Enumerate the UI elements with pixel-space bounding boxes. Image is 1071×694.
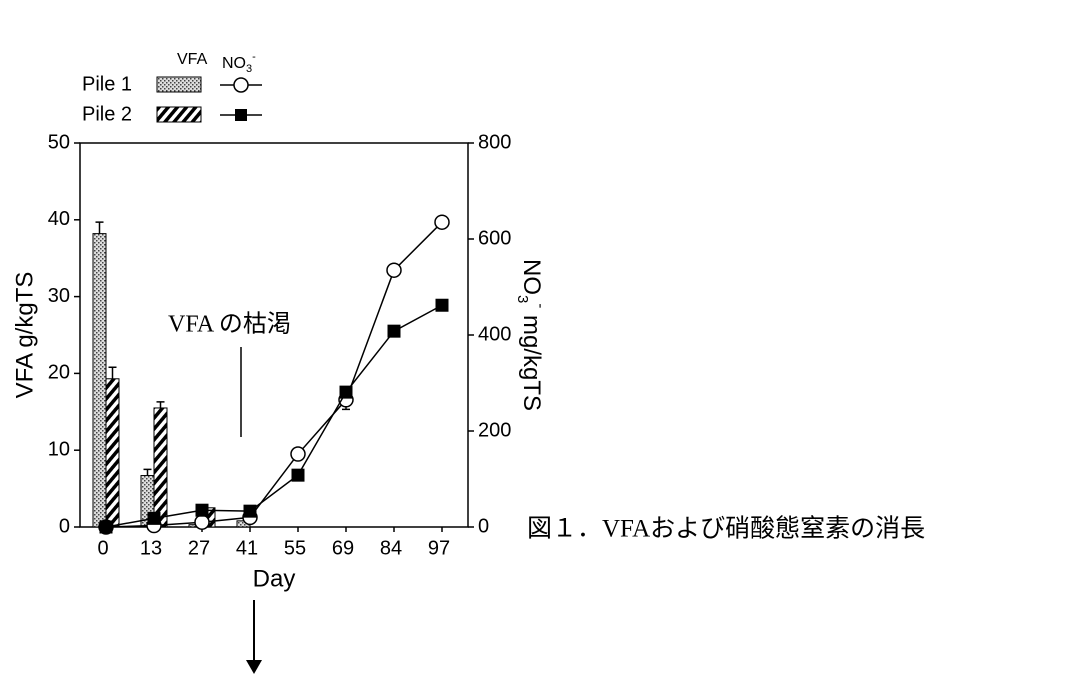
annotation: VFA の枯渇 — [168, 311, 291, 338]
error-bar — [108, 366, 117, 379]
x-tick-label: 55 — [284, 537, 306, 559]
no3-marker — [339, 385, 353, 399]
x-axis-label: Day — [253, 565, 296, 592]
y-axis-label: VFA g/kgTS — [11, 272, 38, 399]
no3-marker — [99, 520, 113, 534]
x-tick-label: 41 — [236, 537, 258, 559]
no3-marker — [291, 468, 305, 482]
no3-marker — [290, 446, 306, 462]
vfa-bar — [153, 407, 168, 528]
x-tick-label: 97 — [428, 537, 450, 559]
no3-marker — [195, 503, 209, 517]
y-tick-label: 0 — [59, 515, 70, 537]
y2-tick-label: 400 — [478, 323, 511, 345]
error-bar — [143, 468, 152, 476]
y2-tick-label: 200 — [478, 419, 511, 441]
y2-tick-label: 0 — [478, 515, 489, 537]
legend-vfa-header: VFA — [177, 51, 208, 68]
legend-label: Pile 1 — [82, 73, 132, 95]
x-tick-label: 69 — [332, 537, 354, 559]
no3-line — [105, 304, 443, 528]
no3-marker — [194, 514, 210, 530]
y-tick-label: 40 — [48, 208, 70, 230]
no3-marker — [434, 214, 450, 230]
no3-marker — [147, 511, 161, 525]
x-tick-label: 13 — [140, 537, 162, 559]
legend-swatch — [156, 106, 202, 123]
no3-marker — [386, 262, 402, 278]
error-bar — [95, 221, 104, 234]
caption: 図１．VFAおよび硝酸態窒素の消長 — [527, 515, 925, 543]
legend-marker — [235, 109, 247, 121]
vfa-bar — [92, 233, 107, 528]
legend-no3-header: NO3- — [222, 51, 256, 75]
x-tick-label: 0 — [97, 537, 108, 559]
legend-swatch — [156, 76, 202, 93]
legend-label: Pile 2 — [82, 103, 132, 125]
y2-tick-label: 600 — [478, 227, 511, 249]
y-tick-label: 10 — [48, 438, 70, 460]
no3-marker — [387, 324, 401, 338]
vfa-bar — [105, 378, 120, 528]
y2-tick-label: 800 — [478, 131, 511, 153]
arrow-head — [246, 660, 262, 674]
no3-marker — [243, 504, 257, 518]
y-tick-label: 30 — [48, 285, 70, 307]
x-tick-label: 27 — [188, 537, 210, 559]
y-tick-label: 20 — [48, 362, 70, 384]
legend-marker — [233, 77, 249, 93]
y-tick-label: 50 — [48, 131, 70, 153]
no3-line — [105, 221, 443, 528]
y2-axis-label: NO3- mg/kgTS — [514, 259, 549, 411]
no3-marker — [435, 298, 449, 312]
x-tick-label: 84 — [380, 537, 402, 559]
error-bar — [156, 401, 165, 408]
